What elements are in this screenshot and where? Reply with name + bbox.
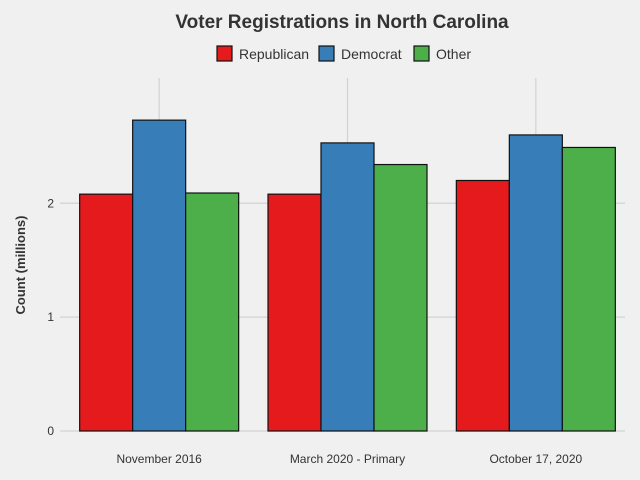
y-tick-label: 0 xyxy=(47,424,54,438)
legend-label-other: Other xyxy=(436,46,471,62)
bar-democrat xyxy=(132,119,187,432)
y-axis-ticks: 0 1 2 xyxy=(47,196,54,438)
legend-label-democrat: Democrat xyxy=(341,46,402,62)
x-axis-ticks: November 2016 March 2020 - Primary October… xyxy=(116,452,582,466)
legend: Republican Democrat Other xyxy=(216,45,471,62)
legend-swatch-other xyxy=(413,45,430,62)
x-tick-label: November 2016 xyxy=(116,452,202,466)
bars xyxy=(79,119,616,432)
bar-other xyxy=(185,192,240,432)
legend-label-republican: Republican xyxy=(239,46,309,62)
bar-republican xyxy=(79,193,134,432)
legend-swatch-democrat xyxy=(318,45,335,62)
legend-swatch-republican xyxy=(216,45,233,62)
bar-republican xyxy=(267,193,322,432)
bar-democrat xyxy=(320,142,375,432)
y-tick-label: 1 xyxy=(47,310,54,324)
bar-other xyxy=(373,163,428,432)
bar-republican xyxy=(455,179,510,432)
chart-title: Voter Registrations in North Carolina xyxy=(175,12,509,33)
x-tick-label: March 2020 - Primary xyxy=(290,452,405,466)
y-axis-title: Count (millions) xyxy=(13,216,28,315)
bar-democrat xyxy=(508,134,563,432)
x-tick-label: October 17, 2020 xyxy=(489,452,582,466)
y-tick-label: 2 xyxy=(47,196,54,210)
bar-other xyxy=(561,146,616,432)
